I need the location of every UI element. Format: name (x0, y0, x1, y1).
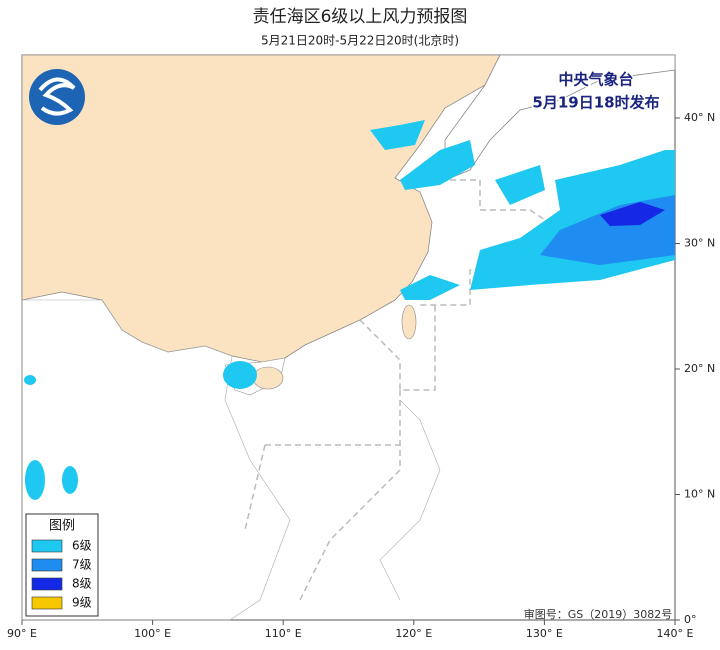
lon-tick-label: 140° E (657, 627, 694, 640)
lon-tick-label: 90° E (7, 627, 37, 640)
legend-swatch (31, 539, 63, 553)
title: 责任海区6级以上风力预报图 (253, 7, 468, 27)
issuer-name: 中央气象台 (558, 71, 633, 89)
lat-tick-label: 30° N (684, 237, 715, 250)
neighbor-land (444, 54, 676, 181)
lat-tick-label: 20° N (684, 362, 715, 375)
lon-tick-label: 110° E (265, 627, 302, 640)
map: 中央气象台 5月19日18时发布 审图号：GS（2019）3082号 图例 6级… (21, 54, 676, 621)
logo-circle (29, 69, 85, 125)
lon-tick-label: 130° E (526, 627, 563, 640)
legend-swatch (31, 577, 63, 591)
hainan (252, 366, 284, 390)
lat-tick-label: 40° N (684, 111, 715, 124)
logo (29, 69, 85, 125)
legend-title: 图例 (49, 519, 75, 534)
wind-areas-8 (600, 202, 665, 226)
logo-mark (38, 77, 76, 116)
lat-tick-label: 10° N (684, 488, 715, 501)
legend-label: 6级 (72, 539, 92, 553)
legend: 图例 6级 7级 8级 9级 (25, 513, 99, 617)
legend-swatch (31, 558, 63, 572)
philippines (379, 399, 441, 601)
lat-tick-label: 0° (684, 613, 697, 626)
lon-tick-label: 120° E (395, 627, 432, 640)
issue-time: 5月19日18时发布 (532, 94, 659, 112)
taiwan (401, 304, 417, 340)
legend-label: 9级 (72, 596, 92, 610)
approval-number: 审图号：GS（2019）3082号 (524, 607, 673, 621)
lon-tick-label: 100° E (134, 627, 171, 640)
legend-swatch (31, 596, 63, 610)
legend-label: 7级 (72, 558, 92, 572)
subtitle: 5月21日20时-5月22日20时(北京时) (261, 34, 459, 48)
axes: 90° E 100° E 110° E 120° E 130° E 140° E 40° N… (7, 111, 715, 640)
legend-label: 8级 (72, 577, 92, 591)
